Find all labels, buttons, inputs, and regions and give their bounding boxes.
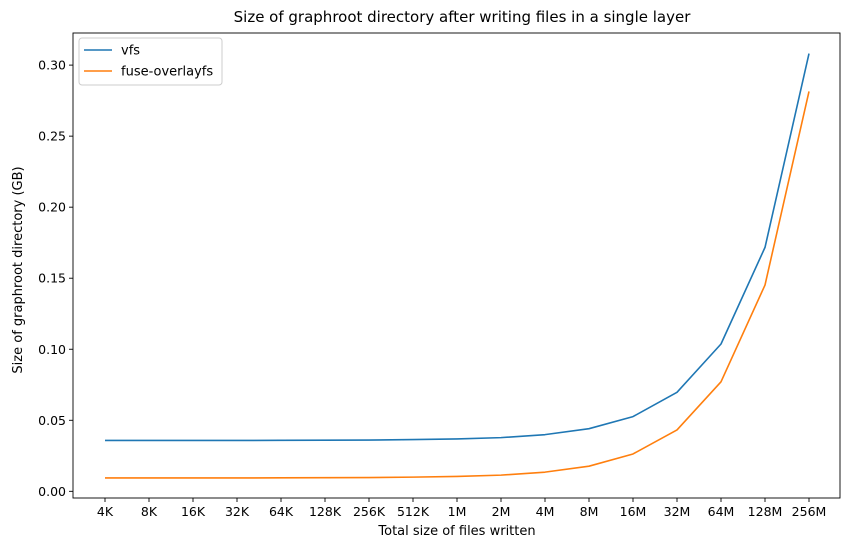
x-tick-label: 2M	[492, 504, 511, 519]
x-tick-label: 16M	[620, 504, 647, 519]
y-tick-label: 0.20	[38, 200, 66, 215]
legend: vfs fuse-overlayfs	[78, 37, 223, 86]
legend-label: vfs	[121, 44, 140, 59]
y-tick-label: 0.10	[38, 342, 66, 357]
series-line-fuse-overlayfs	[105, 91, 810, 479]
plot-frame	[72, 32, 841, 499]
x-tick-label: 8M	[580, 504, 599, 519]
x-tick-label: 64K	[269, 504, 294, 519]
chart-title: Size of graphroot directory after writin…	[234, 8, 692, 26]
series-line-vfs	[105, 53, 810, 442]
legend-box	[78, 37, 223, 86]
y-axis: 0.00 0.05 0.10 0.15 0.20 0.25 0.30	[38, 58, 73, 499]
x-axis-label: Total size of files written	[377, 524, 535, 539]
x-tick-label: 128M	[748, 504, 783, 519]
y-tick-label: 0.25	[38, 129, 66, 144]
legend-label: fuse-overlayfs	[121, 65, 213, 80]
x-tick-label: 256K	[353, 504, 386, 519]
x-tick-label: 1M	[448, 504, 467, 519]
x-axis: 4K 8K 16K 32K 64K 128K 256K 512K 1M 2M 4M 8M 16M 32M 6…	[97, 498, 826, 519]
x-tick-label: 8K	[141, 504, 158, 519]
x-tick-label: 64M	[708, 504, 735, 519]
x-tick-label: 256M	[792, 504, 827, 519]
y-tick-label: 0.00	[38, 484, 66, 499]
x-tick-label: 4M	[536, 504, 555, 519]
x-tick-label: 512K	[397, 504, 430, 519]
y-tick-label: 0.30	[38, 58, 66, 73]
y-tick-label: 0.05	[38, 413, 66, 428]
y-axis-label: Size of graphroot directory (GB)	[11, 166, 26, 373]
x-tick-label: 32K	[225, 504, 250, 519]
x-tick-label: 4K	[97, 504, 114, 519]
plot-area	[72, 32, 841, 499]
x-tick-label: 16K	[181, 504, 206, 519]
x-tick-label: 128K	[309, 504, 342, 519]
series-lines	[105, 53, 810, 479]
x-tick-label: 32M	[664, 504, 691, 519]
y-tick-label: 0.15	[38, 271, 66, 286]
